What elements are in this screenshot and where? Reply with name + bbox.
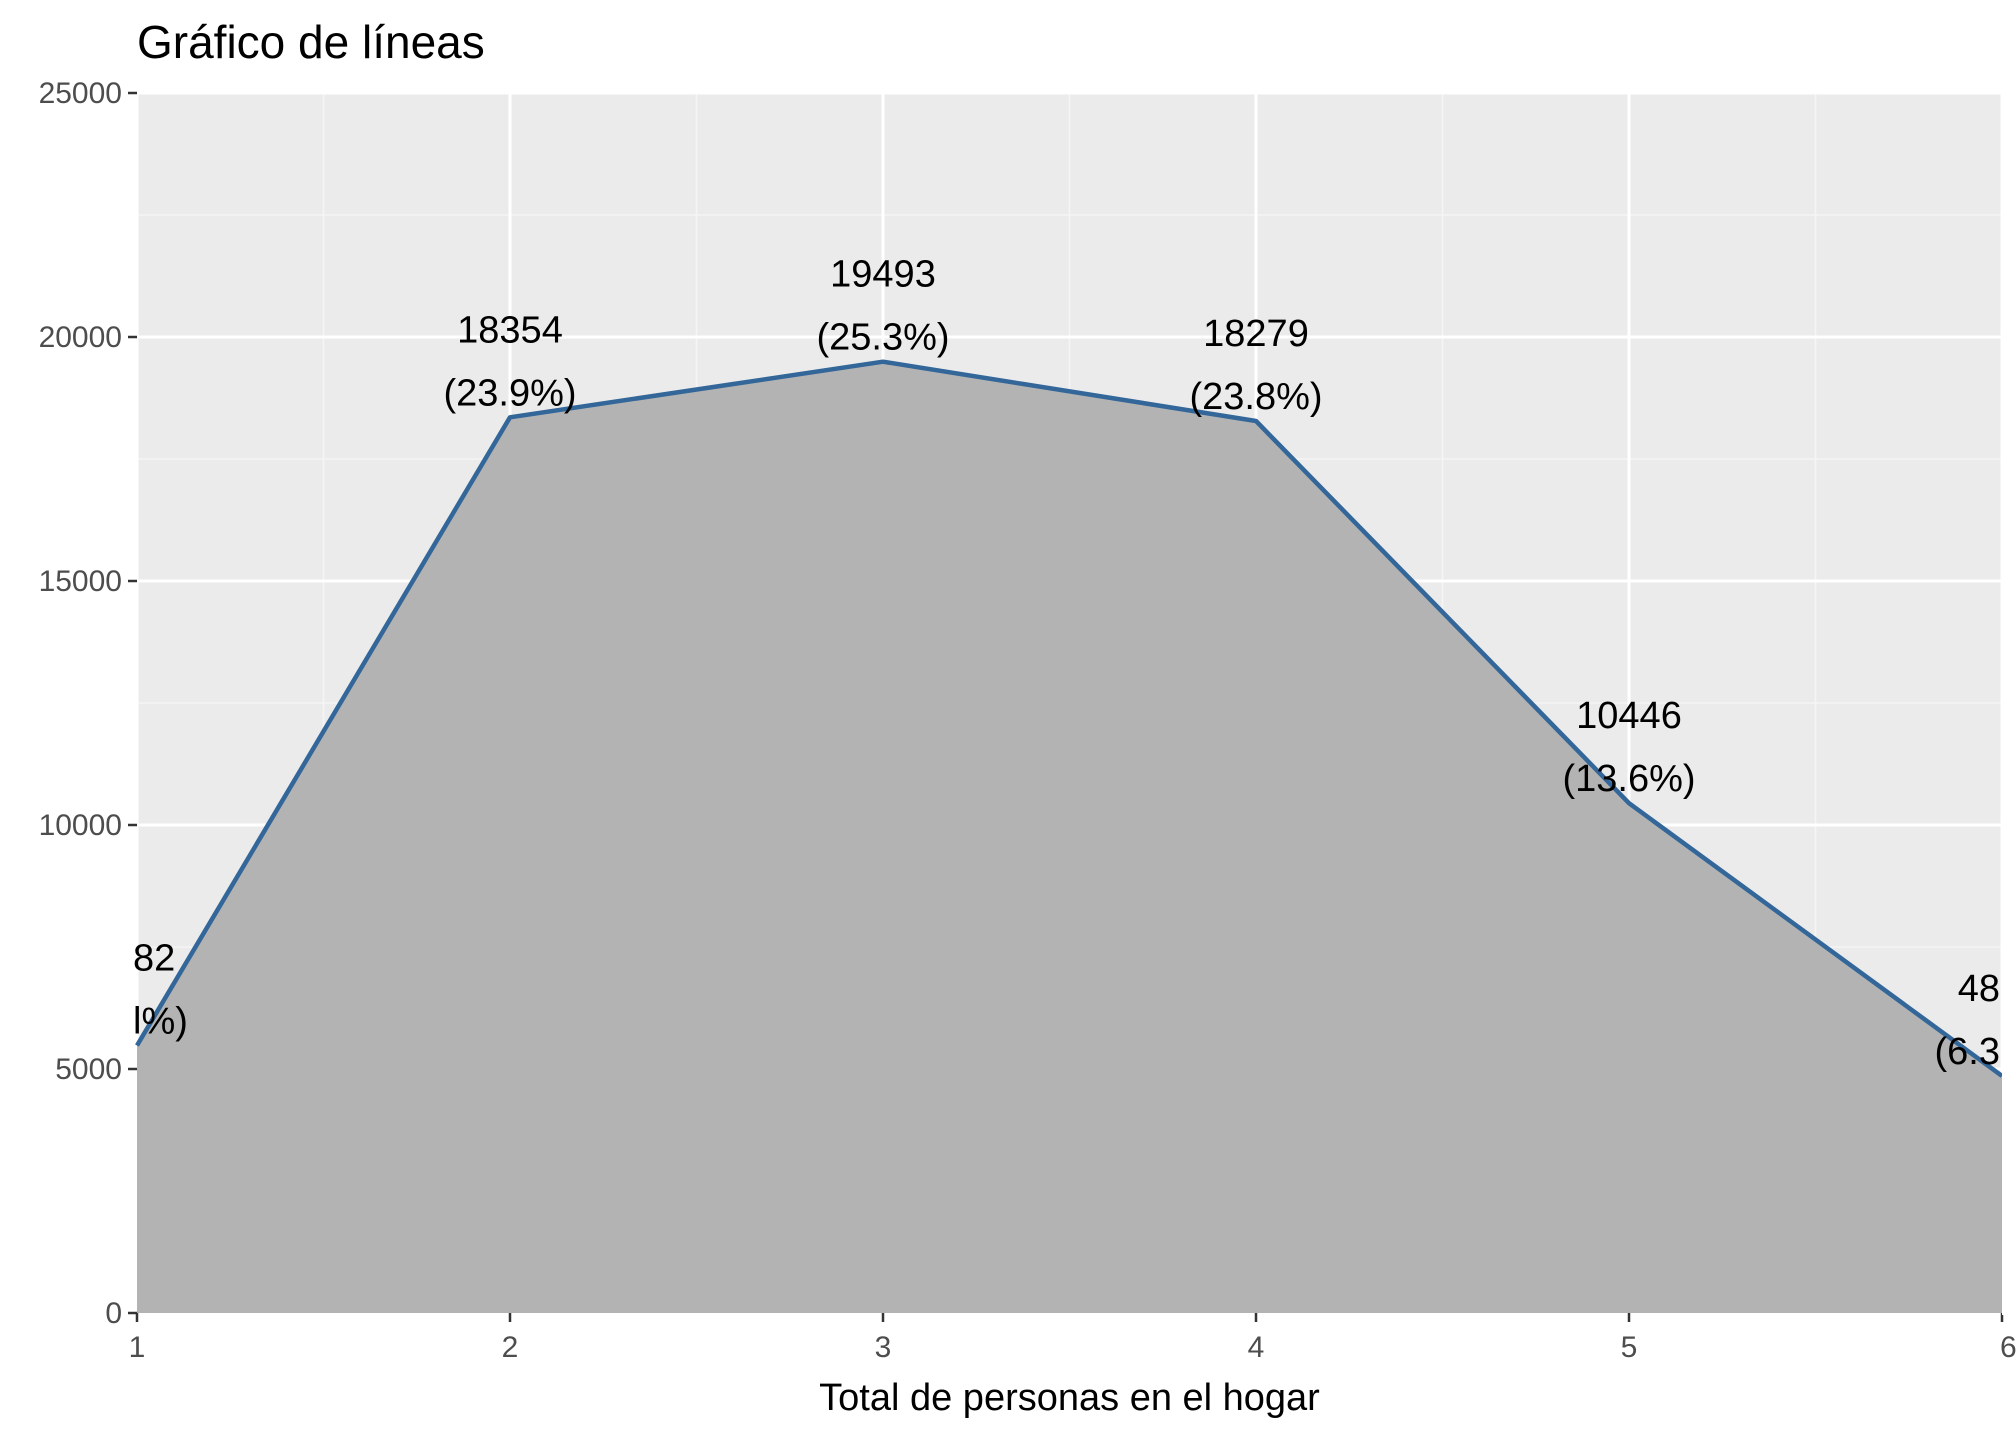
data-label-percent: (6.3 [1935, 1031, 2000, 1073]
x-tick-label: 3 [875, 1331, 892, 1364]
chart-title: Gráfico de líneas [137, 16, 485, 68]
x-axis: 1 2 3 4 5 6 [129, 1313, 2016, 1364]
y-axis: 0 5000 10000 15000 20000 25000 [39, 77, 137, 1330]
data-label-percent: (13.6%) [1562, 758, 1695, 800]
data-label-value: 18354 [457, 309, 563, 351]
x-tick-label: 5 [1621, 1331, 1638, 1364]
x-tick-label: 1 [129, 1331, 146, 1364]
data-label-value: 48 [1958, 968, 2000, 1010]
data-labels: 82 l%) 18354 (23.9%) 19493 (25.3%) 18279 (23.8%… [133, 254, 2000, 1073]
data-label-percent: (23.9%) [443, 372, 576, 414]
data-label-value: 19493 [830, 254, 936, 296]
right-margin [2002, 0, 2016, 1315]
y-tick-label: 0 [105, 1297, 122, 1330]
data-label-percent: (25.3%) [816, 317, 949, 359]
y-tick-label: 15000 [39, 565, 122, 598]
x-tick-label: 2 [502, 1331, 519, 1364]
series-line [135, 359, 2004, 1078]
x-axis-title: Total de personas en el hogar [819, 1377, 1320, 1419]
data-label-percent: l%) [133, 1000, 188, 1042]
y-tick-label: 25000 [39, 77, 122, 110]
data-label-value: 10446 [1576, 695, 1682, 737]
data-label-value: 18279 [1203, 313, 1309, 355]
data-label-percent: (23.8%) [1189, 376, 1322, 418]
area-fill [137, 361, 2002, 1313]
y-tick-label: 10000 [39, 809, 122, 842]
y-tick-label: 20000 [39, 321, 122, 354]
y-tick-label: 5000 [55, 1053, 122, 1086]
data-label-value: 82 [133, 937, 175, 979]
x-tick-label: 4 [1248, 1331, 1265, 1364]
x-tick-label: 6 [2000, 1331, 2016, 1364]
